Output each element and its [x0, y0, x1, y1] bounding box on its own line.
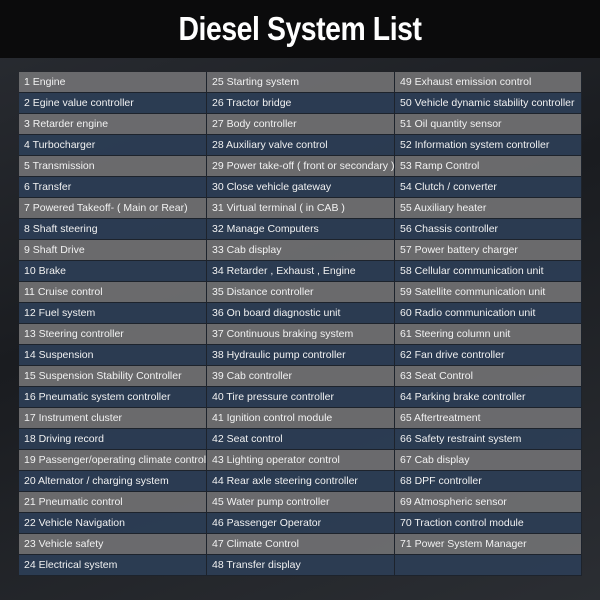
- table-cell: 34 Retarder , Exhaust , Engine: [207, 261, 395, 282]
- table-cell: 41 Ignition control module: [207, 408, 395, 429]
- table-cell: 67 Cab display: [395, 450, 582, 471]
- table-cell: 53 Ramp Control: [395, 156, 582, 177]
- system-table: 1 Engine 25 Starting system 49 Exhaust emi…: [19, 72, 582, 576]
- table-cell: 13 Steering controller: [19, 324, 207, 345]
- table-cell: 9 Shaft Drive: [19, 240, 207, 261]
- table-cell: 30 Close vehicle gateway: [207, 177, 395, 198]
- table-cell: 42 Seat control: [207, 429, 395, 450]
- table-cell: 19 Passenger/operating climate control: [19, 450, 207, 471]
- table-cell: 16 Pneumatic system controller: [19, 387, 207, 408]
- table-cell: 62 Fan drive controller: [395, 345, 582, 366]
- table-cell: 5 Transmission: [19, 156, 207, 177]
- table-cell: 48 Transfer display: [207, 555, 395, 576]
- title-bar: [0, 0, 600, 58]
- table-cell: 10 Brake: [19, 261, 207, 282]
- table-cell: 47 Climate Control: [207, 534, 395, 555]
- table-cell: 44 Rear axle steering controller: [207, 471, 395, 492]
- table-cell: 11 Cruise control: [19, 282, 207, 303]
- table-cell: 61 Steering column unit: [395, 324, 582, 345]
- table-cell: 1 Engine: [19, 72, 207, 93]
- table-cell: 40 Tire pressure controller: [207, 387, 395, 408]
- table-cell: 63 Seat Control: [395, 366, 582, 387]
- table-cell: 64 Parking brake controller: [395, 387, 582, 408]
- table-cell: 57 Power battery charger: [395, 240, 582, 261]
- table-cell: 12 Fuel system: [19, 303, 207, 324]
- table-cell: 21 Pneumatic control: [19, 492, 207, 513]
- table-cell: 60 Radio communication unit: [395, 303, 582, 324]
- table-cell: 20 Alternator / charging system: [19, 471, 207, 492]
- table-cell: 71 Power System Manager: [395, 534, 582, 555]
- table-cell: 49 Exhaust emission control: [395, 72, 582, 93]
- table-cell: 66 Safety restraint system: [395, 429, 582, 450]
- table-cell: 6 Transfer: [19, 177, 207, 198]
- table-cell: 17 Instrument cluster: [19, 408, 207, 429]
- table-cell: 39 Cab controller: [207, 366, 395, 387]
- table-cell: 18 Driving record: [19, 429, 207, 450]
- table-cell: 24 Electrical system: [19, 555, 207, 576]
- table-cell: 15 Suspension Stability Controller: [19, 366, 207, 387]
- table-cell: 70 Traction control module: [395, 513, 582, 534]
- table-cell: 27 Body controller: [207, 114, 395, 135]
- table-cell: 69 Atmospheric sensor: [395, 492, 582, 513]
- table-cell: 45 Water pump controller: [207, 492, 395, 513]
- table-cell: 8 Shaft steering: [19, 219, 207, 240]
- table-cell: 7 Powered Takeoff- ( Main or Rear): [19, 198, 207, 219]
- table-cell: 54 Clutch / converter: [395, 177, 582, 198]
- table-cell: 31 Virtual terminal ( in CAB ): [207, 198, 395, 219]
- table-cell: 38 Hydraulic pump controller: [207, 345, 395, 366]
- table-cell: 32 Manage Computers: [207, 219, 395, 240]
- empty-cell: [395, 555, 582, 576]
- table-cell: 50 Vehicle dynamic stability controller: [395, 93, 582, 114]
- table-cell: 43 Lighting operator control: [207, 450, 395, 471]
- table-cell: 58 Cellular communication unit: [395, 261, 582, 282]
- table-cell: 37 Continuous braking system: [207, 324, 395, 345]
- table-cell: 56 Chassis controller: [395, 219, 582, 240]
- table-cell: 35 Distance controller: [207, 282, 395, 303]
- table-cell: 68 DPF controller: [395, 471, 582, 492]
- table-cell: 33 Cab display: [207, 240, 395, 261]
- table-cell: 29 Power take-off ( front or secondary ): [207, 156, 395, 177]
- table-cell: 26 Tractor bridge: [207, 93, 395, 114]
- table-cell: 3 Retarder engine: [19, 114, 207, 135]
- table-cell: 51 Oil quantity sensor: [395, 114, 582, 135]
- table-cell: 23 Vehicle safety: [19, 534, 207, 555]
- table-cell: 55 Auxiliary heater: [395, 198, 582, 219]
- table-cell: 65 Aftertreatment: [395, 408, 582, 429]
- table-cell: 28 Auxiliary valve control: [207, 135, 395, 156]
- table-cell: 2 Egine value controller: [19, 93, 207, 114]
- table-cell: 4 Turbocharger: [19, 135, 207, 156]
- title: Diesel System List: [178, 10, 422, 47]
- table-cell: 52 Information system controller: [395, 135, 582, 156]
- table-cell: 14 Suspension: [19, 345, 207, 366]
- table-cell: 46 Passenger Operator: [207, 513, 395, 534]
- table-cell: 59 Satellite communication unit: [395, 282, 582, 303]
- table-cell: 22 Vehicle Navigation: [19, 513, 207, 534]
- table-cell: 25 Starting system: [207, 72, 395, 93]
- table-cell: 36 On board diagnostic unit: [207, 303, 395, 324]
